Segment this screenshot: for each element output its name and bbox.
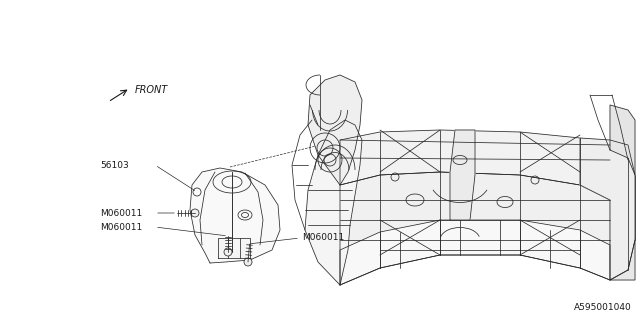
Text: M060011: M060011 xyxy=(100,209,142,218)
Polygon shape xyxy=(450,130,475,220)
Text: M060011: M060011 xyxy=(302,234,344,243)
Text: A595001040: A595001040 xyxy=(574,303,632,312)
Circle shape xyxy=(191,209,199,217)
Text: FRONT: FRONT xyxy=(135,85,168,95)
Polygon shape xyxy=(308,75,362,185)
Polygon shape xyxy=(218,238,250,258)
Polygon shape xyxy=(610,105,635,175)
Circle shape xyxy=(244,258,252,266)
Text: M060011: M060011 xyxy=(100,222,142,231)
Polygon shape xyxy=(340,220,610,285)
Polygon shape xyxy=(305,120,362,285)
Text: 56103: 56103 xyxy=(100,161,129,170)
Polygon shape xyxy=(580,138,635,280)
Polygon shape xyxy=(340,130,610,200)
Polygon shape xyxy=(190,168,280,263)
Polygon shape xyxy=(610,240,635,280)
Circle shape xyxy=(224,248,232,256)
Polygon shape xyxy=(340,172,610,285)
